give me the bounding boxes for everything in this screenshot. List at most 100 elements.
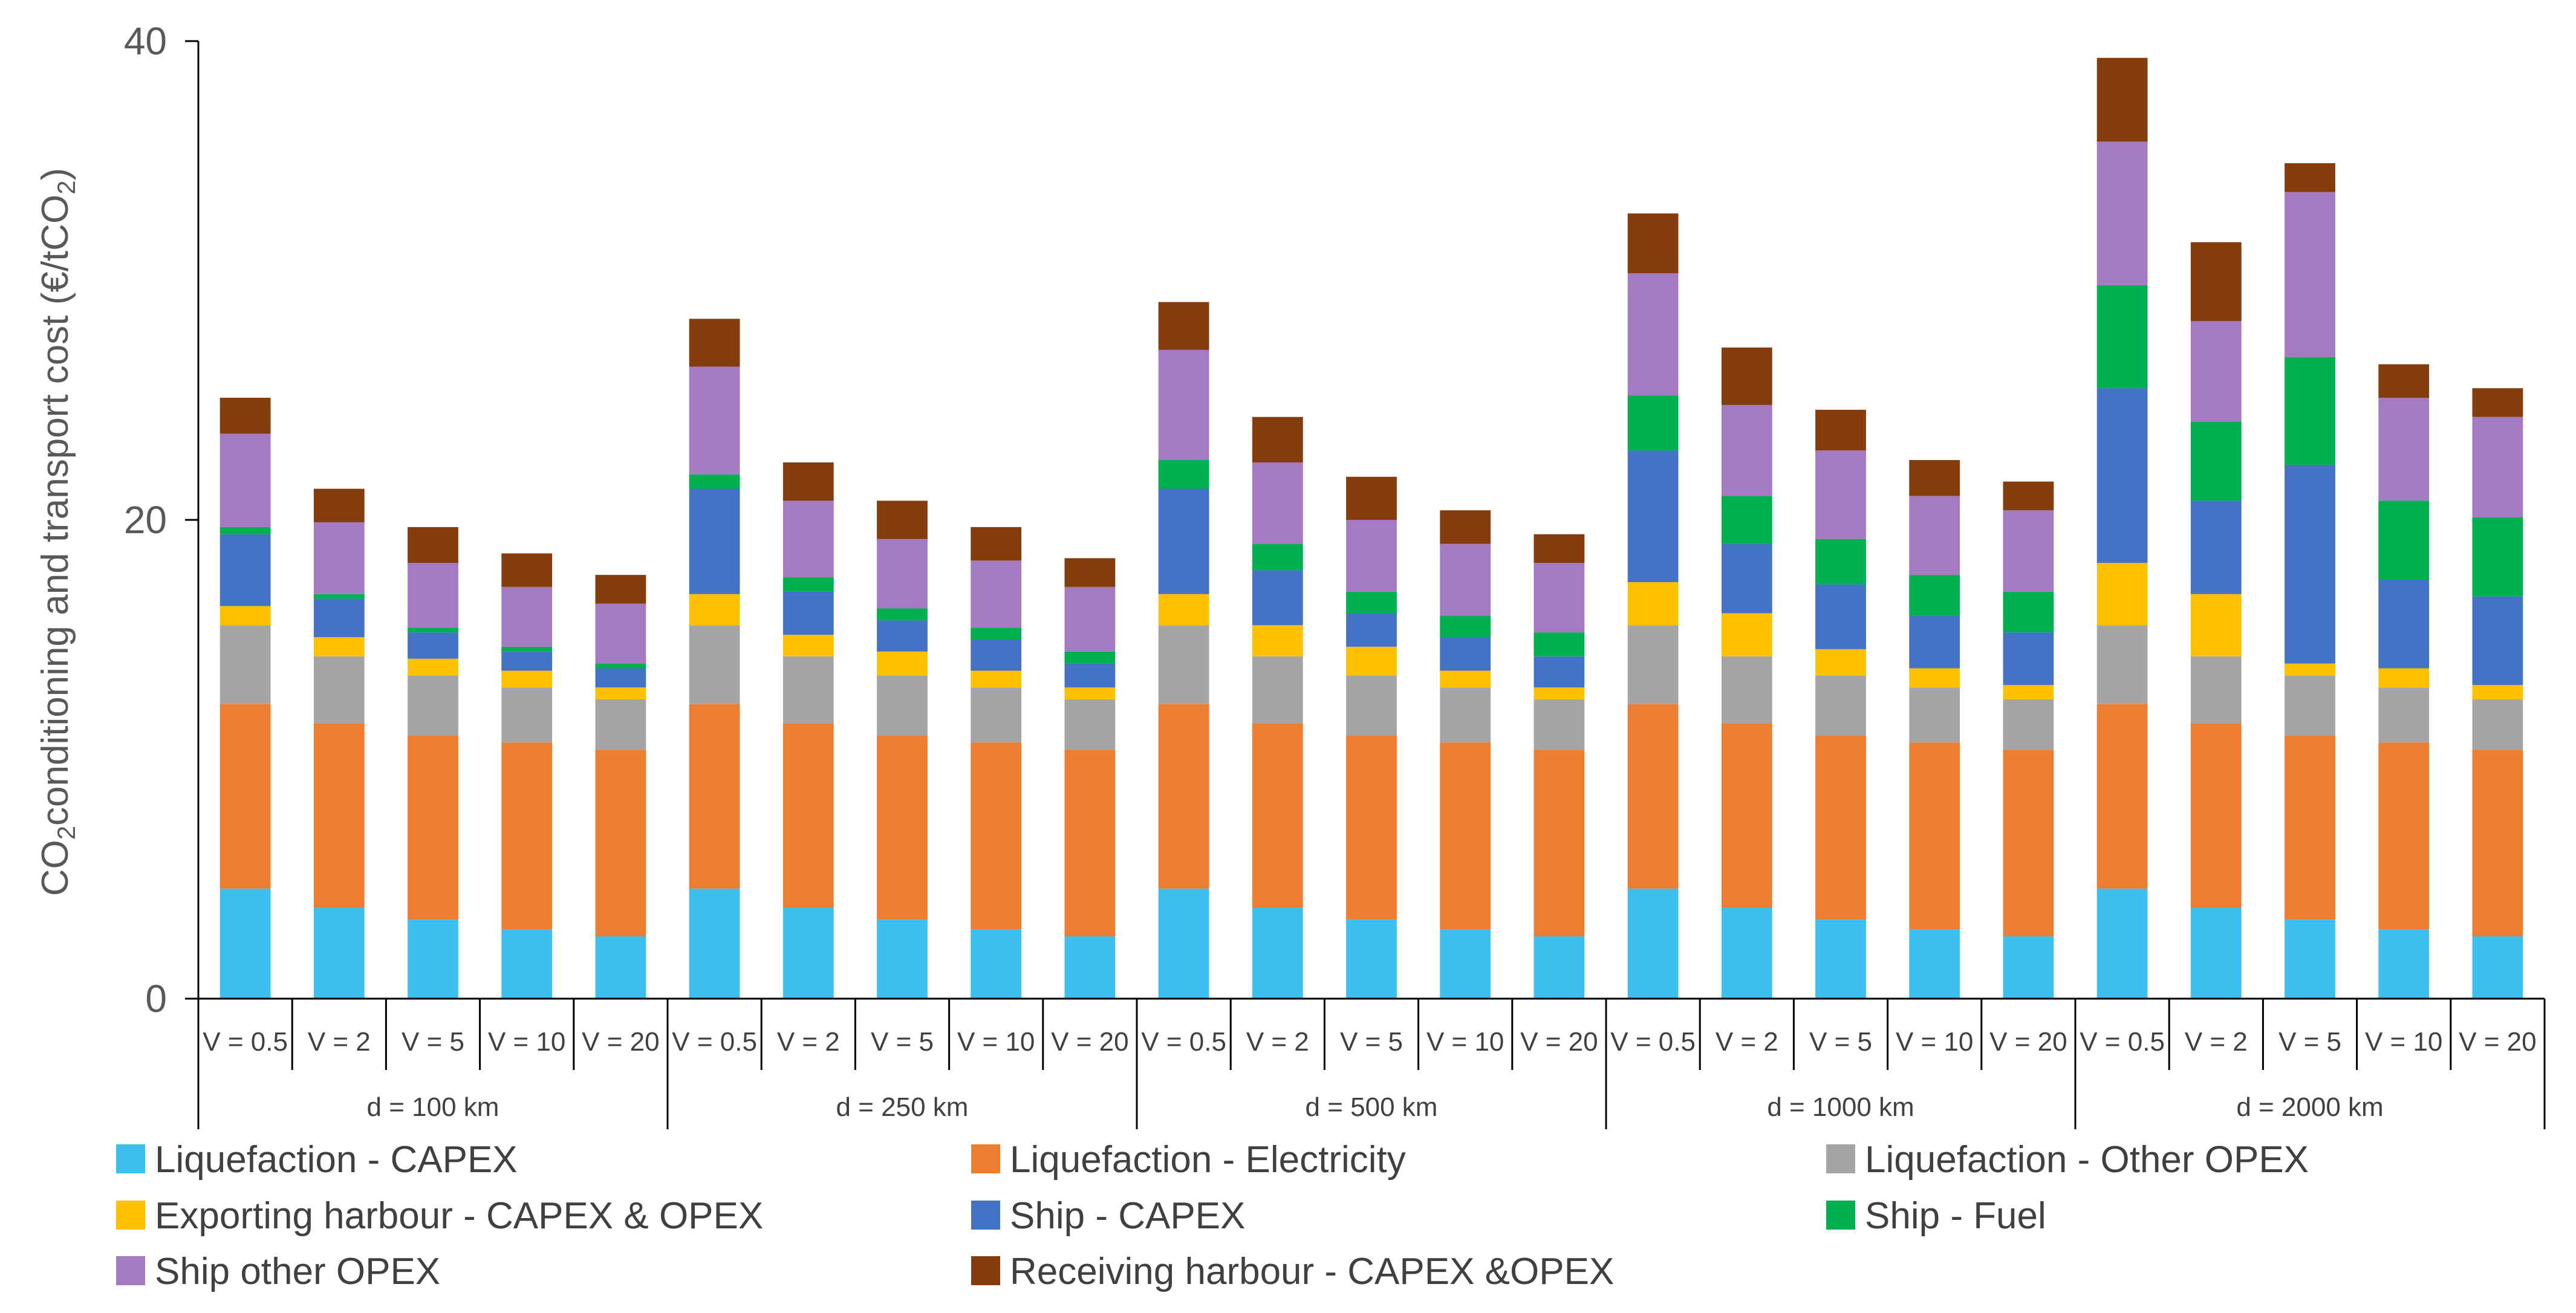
- bar-segment: [2472, 750, 2523, 937]
- bar-segment: [595, 575, 646, 604]
- bar-segment: [2003, 750, 2054, 937]
- bar-segment: [2378, 398, 2430, 501]
- x-category-label: V = 20: [2459, 1027, 2536, 1057]
- bar-segment: [2190, 723, 2242, 908]
- bar-segment: [2378, 687, 2430, 743]
- bar-segment: [501, 553, 553, 587]
- x-category-label: V = 20: [1520, 1027, 1598, 1057]
- bar-segment: [1721, 404, 1772, 496]
- bar-segment: [1252, 656, 1303, 724]
- bar-segment: [1721, 347, 1772, 405]
- y-axis-title-sub2: 2: [52, 180, 80, 194]
- bar-segment: [2003, 685, 2054, 699]
- bar-segment: [1440, 510, 1491, 544]
- bar-segment: [1158, 704, 1209, 889]
- bar-segment: [2190, 321, 2242, 422]
- bar-segment: [1721, 723, 1772, 908]
- bar-segment: [595, 668, 646, 688]
- bar-segment: [595, 936, 646, 999]
- legend-label: Receiving harbour - CAPEX &OPEX: [1010, 1251, 1614, 1292]
- bar-segment: [782, 577, 834, 592]
- bar-segment: [2003, 481, 2054, 511]
- bar-segment: [1440, 615, 1491, 638]
- bar-segment: [1534, 534, 1585, 563]
- bar-segment: [1252, 462, 1303, 544]
- bar-segment: [971, 742, 1022, 930]
- bar-segment: [1346, 675, 1397, 736]
- x-category-label: V = 10: [957, 1027, 1035, 1057]
- x-category-label: V = 10: [2365, 1027, 2442, 1057]
- y-axis-title-prefix: CO: [34, 840, 76, 896]
- bar-segment: [1346, 735, 1397, 920]
- bar-segment: [877, 735, 928, 920]
- bar-segment: [220, 433, 271, 527]
- bar-segment: [313, 598, 365, 638]
- x-category-label: V = 2: [1246, 1027, 1309, 1057]
- bar-segment: [1721, 907, 1772, 999]
- x-group-label: d = 500 km: [1306, 1092, 1438, 1122]
- y-axis-title-suffix: ): [34, 168, 76, 181]
- bar-segment: [971, 670, 1022, 688]
- bar-segment: [877, 675, 928, 736]
- bar-segment: [595, 687, 646, 699]
- x-category-label: V = 0.5: [2080, 1027, 2165, 1057]
- bar-segment: [782, 501, 834, 578]
- bar-segment: [2003, 699, 2054, 750]
- bar-segment: [1909, 668, 1960, 688]
- bar-segment: [2190, 656, 2242, 724]
- bar-segment: [1064, 750, 1116, 937]
- bar-segment: [1346, 591, 1397, 614]
- bar-segment: [313, 637, 365, 656]
- bars: [220, 57, 2523, 999]
- x-category-label: V = 10: [1426, 1027, 1504, 1057]
- bar-segment: [313, 656, 365, 724]
- legend-label: Exporting harbour - CAPEX & OPEX: [155, 1195, 763, 1237]
- bar-segment: [2190, 501, 2242, 594]
- bar-segment: [1815, 539, 1866, 585]
- bar-segment: [1909, 687, 1960, 743]
- bar-segment: [782, 591, 834, 635]
- bar-segment: [2378, 501, 2430, 580]
- x-category-label: V = 0.5: [672, 1027, 757, 1057]
- bar-segment: [2096, 57, 2148, 142]
- axes: [185, 40, 2546, 1129]
- bar-segment: [1721, 496, 1772, 544]
- bar-segment: [1534, 936, 1585, 999]
- bar-segment: [1158, 302, 1209, 350]
- bar-segment: [1440, 670, 1491, 688]
- bar-segment: [220, 527, 271, 534]
- y-axis-title: CO 2conditioning and transport cost (€/tC…: [34, 168, 80, 896]
- bar-segment: [2003, 936, 2054, 999]
- bar-segment: [1815, 409, 1866, 451]
- bar-segment: [1346, 520, 1397, 592]
- bar-segment: [877, 651, 928, 676]
- bar-segment: [2096, 704, 2148, 889]
- bar-segment: [501, 670, 553, 688]
- bar-segment: [971, 527, 1022, 561]
- bar-segment: [1158, 888, 1209, 999]
- x-category-label: V = 2: [1716, 1027, 1778, 1057]
- y-axis-title-main: conditioning and transport cost (€/tCO: [34, 195, 76, 826]
- y-tick-label: 20: [124, 498, 167, 542]
- bar-segment: [782, 635, 834, 656]
- x-category-label: V = 0.5: [1141, 1027, 1226, 1057]
- bar-segment: [1627, 395, 1679, 451]
- bar-segment: [313, 594, 365, 599]
- bar-segment: [1534, 699, 1585, 750]
- x-group-label: d = 1000 km: [1767, 1092, 1914, 1122]
- bar-segment: [2003, 632, 2054, 686]
- legend-swatch: [1826, 1144, 1855, 1173]
- bar-segment: [2472, 936, 2523, 999]
- bar-segment: [408, 563, 458, 628]
- bar-segment: [408, 658, 458, 676]
- legend-label: Liquefaction - CAPEX: [155, 1139, 518, 1181]
- bar-segment: [1627, 625, 1679, 704]
- bar-segment: [501, 742, 553, 930]
- bar-segment: [220, 534, 271, 606]
- bar-segment: [313, 723, 365, 908]
- x-category-label: V = 5: [1809, 1027, 1872, 1057]
- bar-segment: [501, 929, 553, 999]
- bar-segment: [689, 704, 740, 889]
- bar-segment: [1252, 570, 1303, 626]
- bar-segment: [501, 646, 553, 652]
